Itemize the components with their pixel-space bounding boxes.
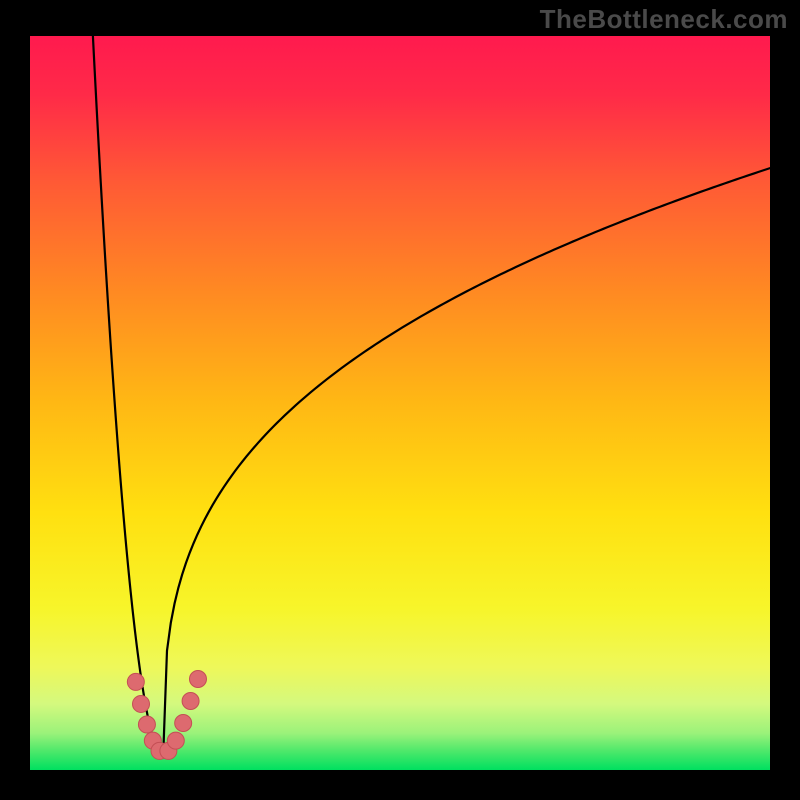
marker-point	[138, 716, 155, 733]
marker-point	[167, 732, 184, 749]
plot-area	[30, 36, 770, 770]
watermark-text: TheBottleneck.com	[540, 4, 788, 35]
marker-point	[175, 715, 192, 732]
marker-point	[127, 673, 144, 690]
chart-svg	[30, 36, 770, 770]
marker-point	[133, 695, 150, 712]
marker-point	[189, 670, 206, 687]
gradient-background	[30, 36, 770, 770]
marker-point	[182, 693, 199, 710]
